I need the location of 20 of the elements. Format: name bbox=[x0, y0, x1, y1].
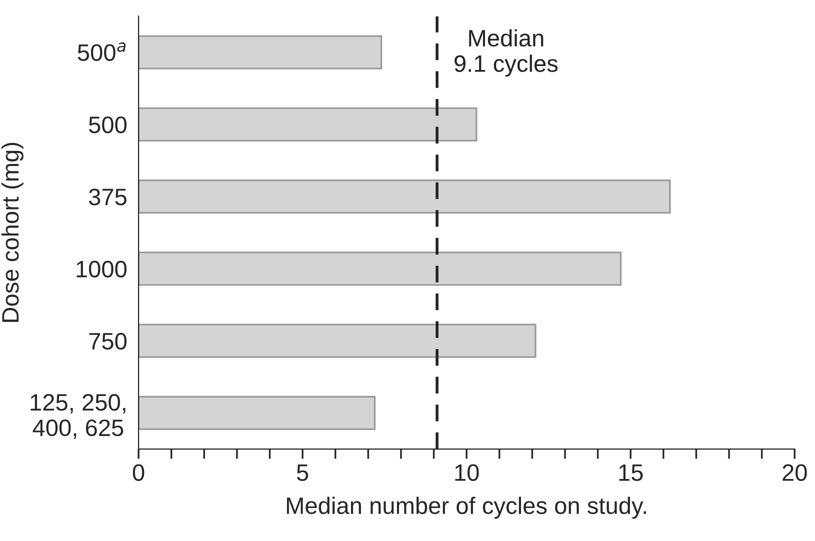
bar bbox=[138, 252, 622, 286]
bar bbox=[138, 35, 382, 70]
x-axis-title: Median number of cycles on study. bbox=[286, 496, 646, 519]
y-tick-label: 1000 bbox=[76, 260, 127, 278]
ref-line-label: Median 9.1 cycles bbox=[454, 29, 558, 77]
bar bbox=[138, 396, 376, 430]
y-tick-label: 375 bbox=[88, 188, 126, 206]
x-tick-label: 10 bbox=[455, 464, 479, 481]
bar bbox=[138, 180, 671, 214]
bar bbox=[138, 107, 478, 142]
y-tick-label: 125, 250, 400, 625 bbox=[30, 394, 126, 439]
y-tick-label: 750 bbox=[89, 332, 127, 350]
x-tick-label: 5 bbox=[296, 464, 308, 481]
x-tick-label: 0 bbox=[132, 464, 144, 481]
y-axis-title: Dose cohort (mg) bbox=[1, 142, 24, 322]
x-tick-label: 15 bbox=[619, 464, 643, 481]
bar bbox=[138, 324, 536, 358]
x-tick-label: 20 bbox=[782, 464, 807, 481]
y-tick-label: 500 bbox=[88, 116, 127, 134]
y-tick-label: 500$^{a}$ bbox=[78, 42, 126, 61]
